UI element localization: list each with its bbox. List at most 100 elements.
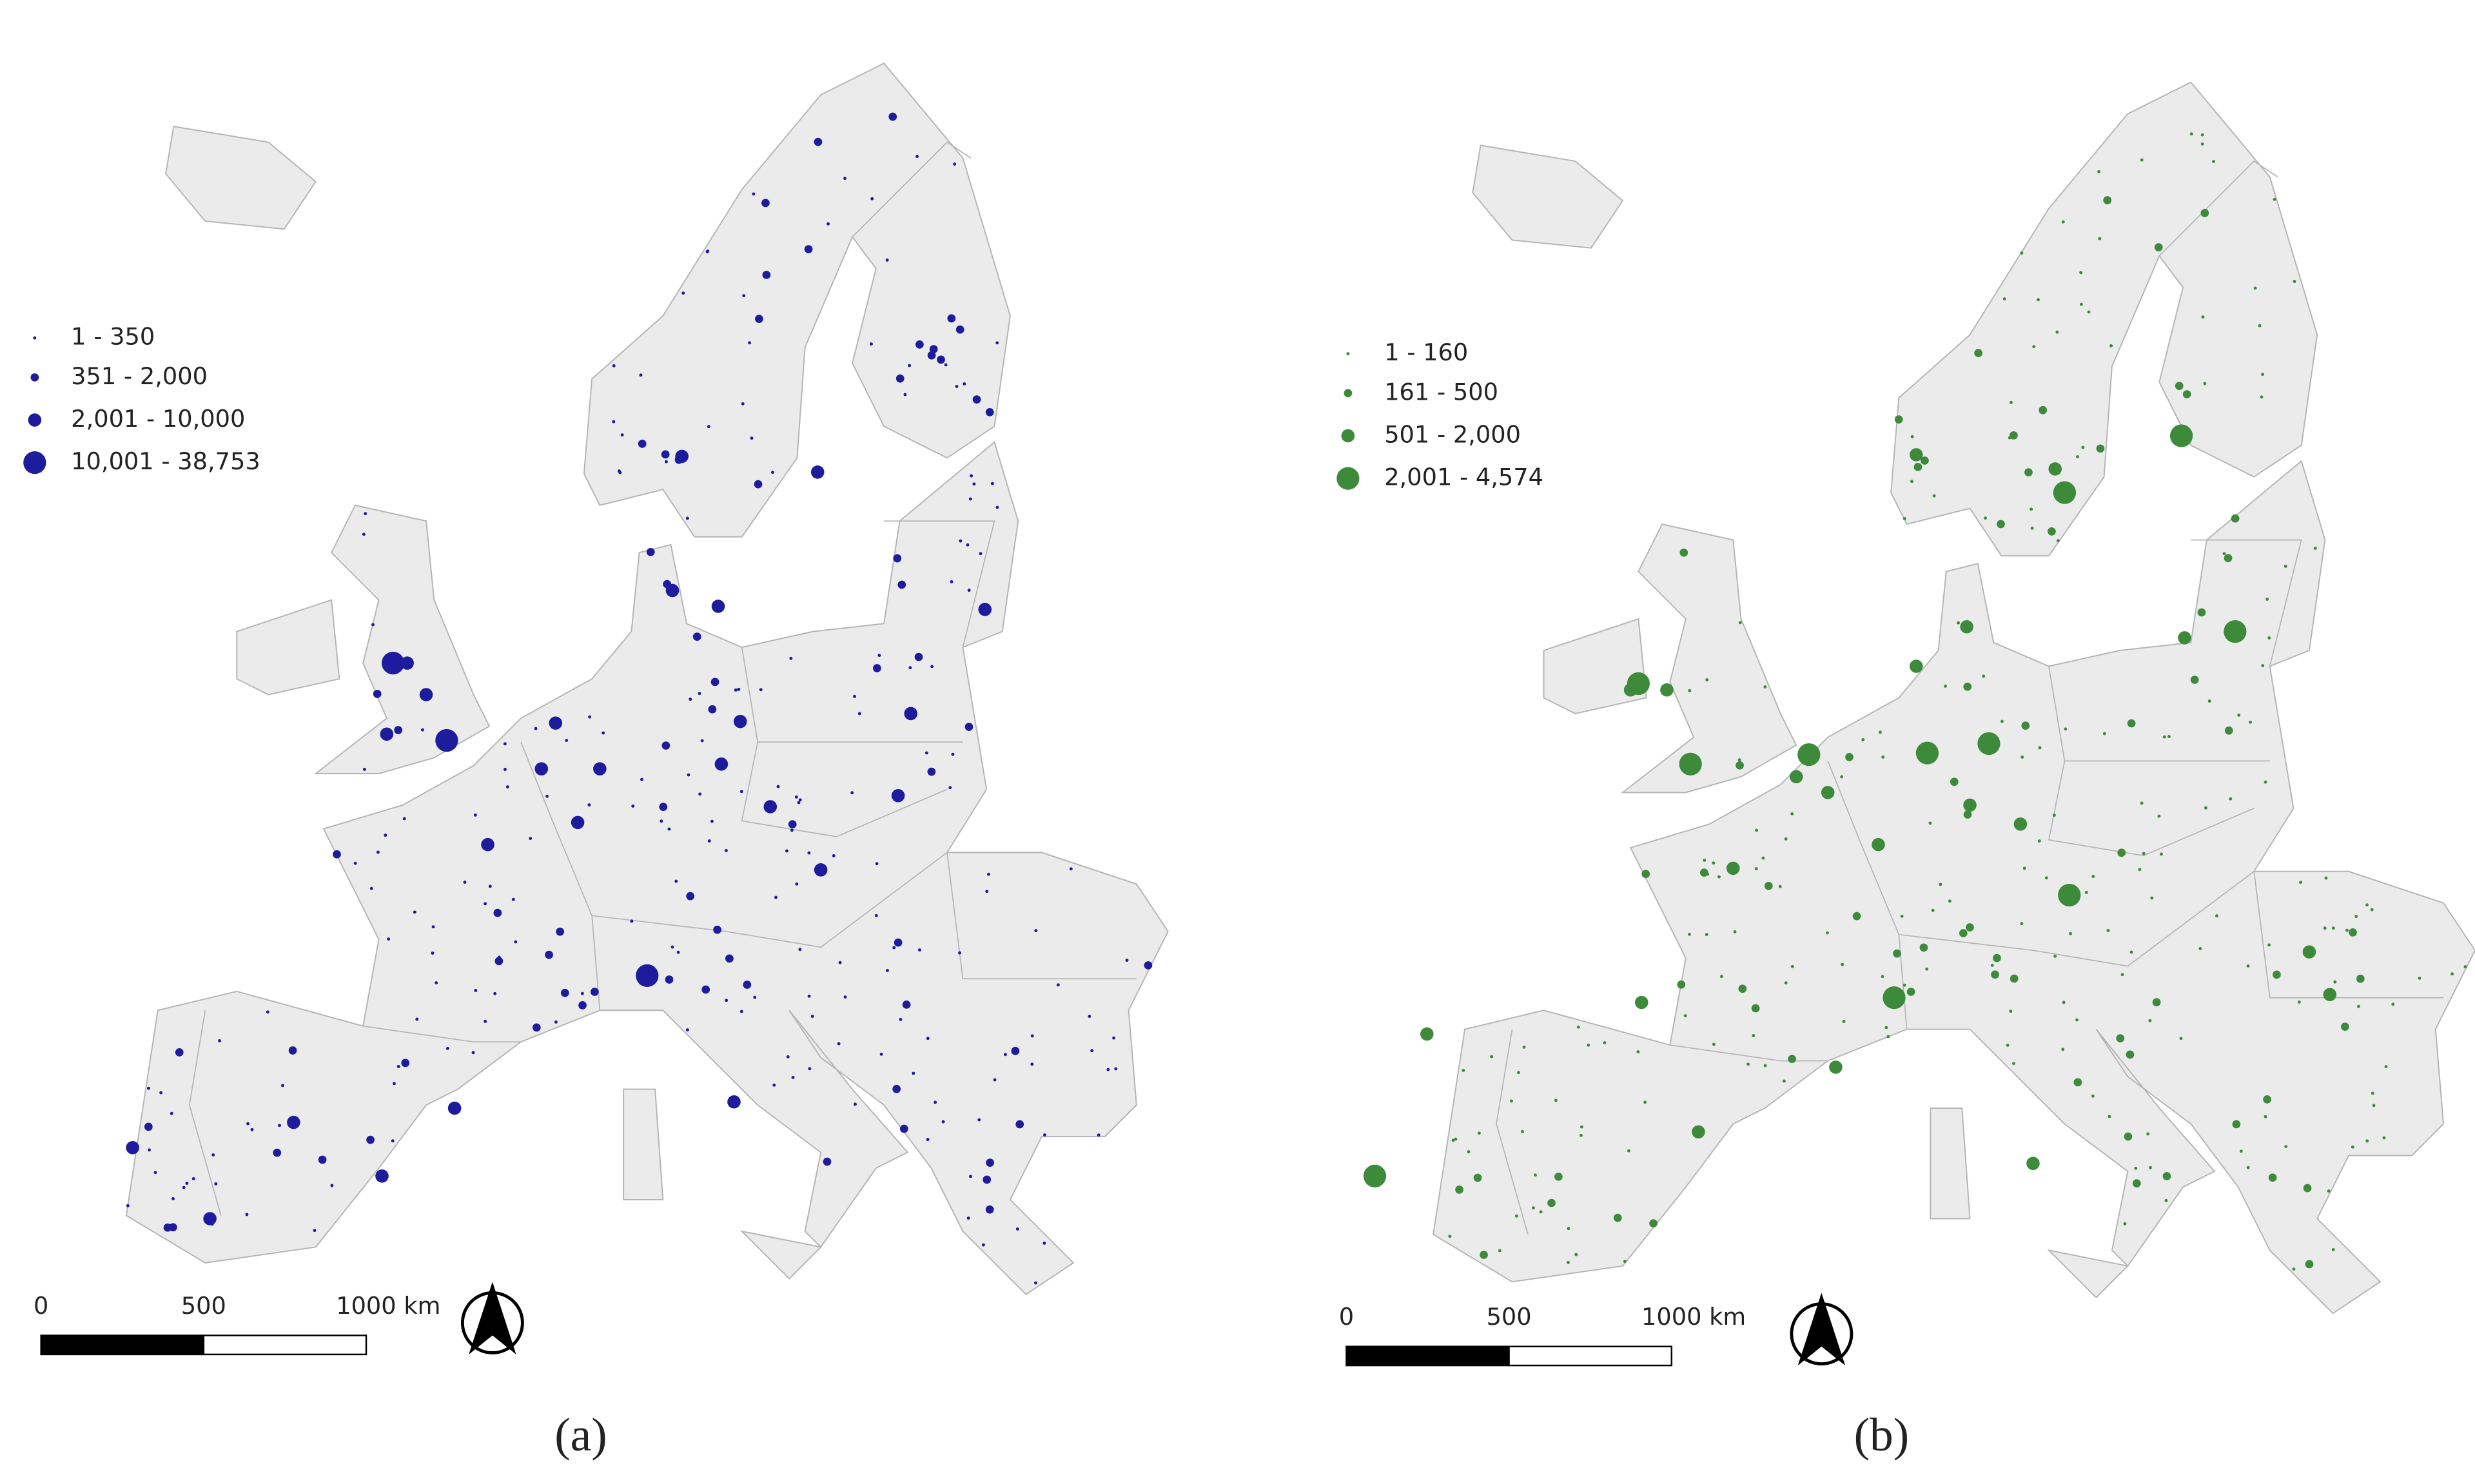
site-dot [659, 803, 668, 812]
site-dot [870, 342, 873, 346]
site-dot [810, 1015, 814, 1018]
site-dot [710, 819, 714, 823]
site-dot [203, 1212, 217, 1225]
site-dot [972, 482, 976, 486]
site-dot [185, 1182, 189, 1185]
site-dot [1782, 1079, 1786, 1083]
site-dot [689, 698, 692, 701]
scale-label: 500 [1487, 1303, 1532, 1331]
site-dot [675, 449, 689, 464]
site-dot [287, 1115, 300, 1129]
site-dot [1950, 777, 1959, 786]
site-dot [2030, 526, 2034, 530]
site-dot [2098, 237, 2102, 240]
site-dot [1755, 828, 1759, 832]
site-dot [511, 897, 515, 901]
site-dot [951, 752, 955, 756]
site-dot [571, 815, 585, 830]
site-dot [2116, 1034, 2125, 1042]
site-dot [904, 707, 917, 721]
site-dot [1636, 1050, 1640, 1054]
site-dot [953, 162, 957, 166]
site-dot [1679, 752, 1702, 776]
site-dot [1015, 1120, 1024, 1129]
site-dot [587, 803, 591, 807]
site-dot [2055, 330, 2059, 334]
site-dot [1726, 861, 1740, 875]
legend-label: 2,001 - 4,574 [1384, 464, 1543, 491]
site-dot [2198, 946, 2202, 950]
site-dot [725, 954, 734, 963]
site-dot [1959, 929, 1968, 937]
site-dot [1692, 1125, 1705, 1139]
site-dot [2134, 1166, 2138, 1170]
site-dot [2140, 158, 2144, 162]
site-dot [1514, 1214, 1518, 1218]
site-dot [1852, 912, 1861, 921]
site-dot [126, 1140, 139, 1155]
site-dot [2109, 344, 2113, 347]
site-dot [990, 482, 994, 485]
site-dot [1097, 1133, 1101, 1137]
site-dot [2164, 1198, 2168, 1202]
site-dot [1539, 1210, 1543, 1214]
site-dot [369, 886, 373, 890]
site-dot [1580, 1125, 1583, 1129]
site-dot [1990, 963, 1994, 967]
site-dot [986, 1158, 994, 1167]
site-dot [705, 250, 709, 253]
site-dot [2267, 943, 2271, 947]
site-dot [549, 716, 563, 730]
site-dot [888, 112, 897, 121]
site-dot [958, 951, 961, 955]
site-dot [380, 727, 394, 741]
site-dot [1894, 415, 1903, 424]
scale-label: 1000 km [336, 1292, 440, 1320]
site-dot [529, 837, 533, 841]
site-dot [1587, 1043, 1590, 1047]
legend-label: 1 - 160 [1384, 338, 1468, 366]
site-dot [1842, 1020, 1846, 1023]
site-dot [2022, 866, 2026, 870]
north-arrow [1797, 1293, 1846, 1366]
site-dot [1883, 986, 1906, 1010]
site-dot [646, 547, 655, 556]
site-dot [1125, 959, 1129, 962]
site-dot [362, 532, 366, 536]
site-dot [891, 788, 905, 803]
site-dot [1915, 741, 1939, 765]
site-dot [788, 820, 797, 829]
site-dot [1881, 975, 1884, 979]
site-dot [1467, 1150, 1471, 1154]
site-dot [698, 792, 702, 796]
site-dot [1913, 463, 1922, 471]
site-dot [660, 819, 663, 823]
site-dot [981, 1243, 985, 1247]
site-dot [2162, 1172, 2171, 1180]
site-dot [2341, 1022, 2349, 1031]
site-dot [1881, 755, 1885, 759]
site-dot [1984, 516, 1987, 520]
site-dot [886, 969, 889, 972]
site-dot [797, 801, 801, 805]
site-dot [1705, 933, 1708, 937]
site-dot [2284, 564, 2287, 568]
site-dot [214, 1182, 218, 1186]
site-dot [2048, 527, 2056, 536]
site-dot [711, 600, 725, 613]
site-dot [927, 767, 936, 776]
site-dot [1646, 874, 1650, 878]
site-dot [2106, 929, 2110, 932]
site-dot [565, 739, 569, 743]
site-dot [182, 1186, 186, 1189]
site-dot [2178, 631, 2191, 645]
site-dot [753, 995, 757, 999]
site-dot [2097, 170, 2101, 173]
site-dot [387, 937, 391, 941]
site-dot [897, 580, 906, 589]
site-dot [2333, 980, 2337, 984]
site-dot [612, 364, 616, 367]
site-dot [2189, 132, 2193, 136]
site-dot [1963, 810, 1972, 819]
site-dot [2127, 719, 2136, 728]
